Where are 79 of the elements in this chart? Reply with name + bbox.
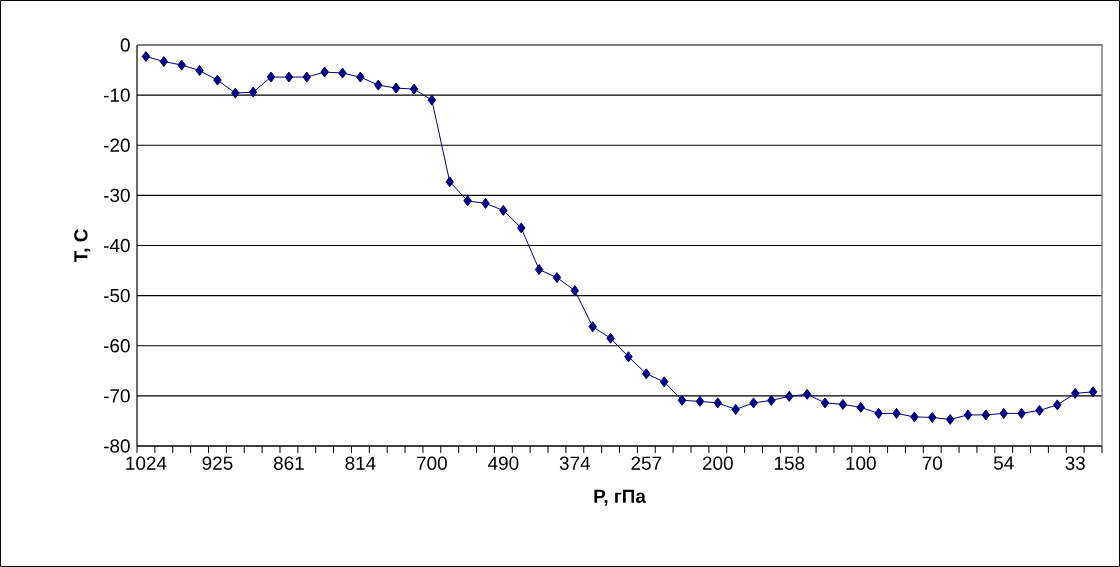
y-tick-label: 0 <box>120 38 130 52</box>
x-tick-label: 54 <box>993 456 1014 470</box>
x-axis-title: P, гПа <box>594 489 646 506</box>
point <box>516 222 526 234</box>
point <box>320 66 329 78</box>
point <box>374 79 383 91</box>
x-tick-label: 1024 <box>126 456 167 470</box>
point <box>391 82 401 94</box>
point <box>1035 404 1044 416</box>
point <box>141 51 151 63</box>
point <box>588 321 597 333</box>
point <box>356 71 365 83</box>
x-tick-label: 33 <box>1065 456 1085 470</box>
point <box>481 197 490 209</box>
point <box>963 409 973 421</box>
x-tick-label: 158 <box>774 456 805 470</box>
x-tick-label: 374 <box>559 456 591 470</box>
point <box>338 67 347 79</box>
point <box>445 176 454 188</box>
point <box>427 94 437 106</box>
point <box>999 407 1008 419</box>
point <box>159 56 169 68</box>
point <box>785 390 794 402</box>
x-tick-label: 70 <box>922 456 943 470</box>
point <box>659 376 669 388</box>
point <box>231 87 240 99</box>
y-tick-label: -40 <box>103 238 130 253</box>
point <box>534 264 544 276</box>
point <box>910 411 919 423</box>
x-tick-label: 200 <box>702 456 733 470</box>
point <box>552 272 562 284</box>
y-tick-label: -10 <box>103 88 130 102</box>
point <box>767 394 776 406</box>
point <box>570 285 580 297</box>
y-tick-label: -60 <box>103 339 130 353</box>
point <box>499 204 508 216</box>
y-tick-label: -70 <box>103 389 130 403</box>
point <box>213 74 222 86</box>
point <box>606 332 615 344</box>
x-tick-label: 925 <box>202 456 233 470</box>
point <box>463 195 472 207</box>
point <box>1070 387 1080 399</box>
point <box>749 397 758 409</box>
point <box>713 397 723 409</box>
point <box>677 394 687 406</box>
point <box>624 351 633 363</box>
point <box>981 409 991 421</box>
x-tick-label: 100 <box>846 456 876 470</box>
point <box>177 59 186 71</box>
point <box>642 368 651 380</box>
x-tick-label: 861 <box>273 456 304 470</box>
point <box>731 403 740 415</box>
point <box>1053 399 1062 411</box>
x-tick-label: 257 <box>631 456 662 470</box>
point <box>945 413 955 425</box>
y-tick-label: -20 <box>103 138 130 152</box>
point <box>856 401 866 413</box>
point <box>892 407 901 419</box>
y-axis-title: T, C <box>74 229 91 263</box>
y-tick-label: -30 <box>103 188 130 203</box>
point <box>1017 407 1026 419</box>
point <box>195 65 204 77</box>
point <box>874 407 883 419</box>
point <box>838 398 848 410</box>
point <box>695 395 705 407</box>
x-tick-label: 700 <box>417 456 447 470</box>
y-tick-label: -80 <box>103 439 130 453</box>
point <box>266 71 276 83</box>
y-tick-label: -50 <box>103 288 130 303</box>
point <box>409 83 419 95</box>
point <box>302 71 312 83</box>
point <box>1088 386 1098 398</box>
point <box>820 397 830 409</box>
point <box>248 86 258 98</box>
x-tick-label: 814 <box>345 456 376 470</box>
point <box>802 388 812 400</box>
point <box>284 71 294 83</box>
point <box>927 411 937 423</box>
x-tick-label: 490 <box>488 456 519 470</box>
